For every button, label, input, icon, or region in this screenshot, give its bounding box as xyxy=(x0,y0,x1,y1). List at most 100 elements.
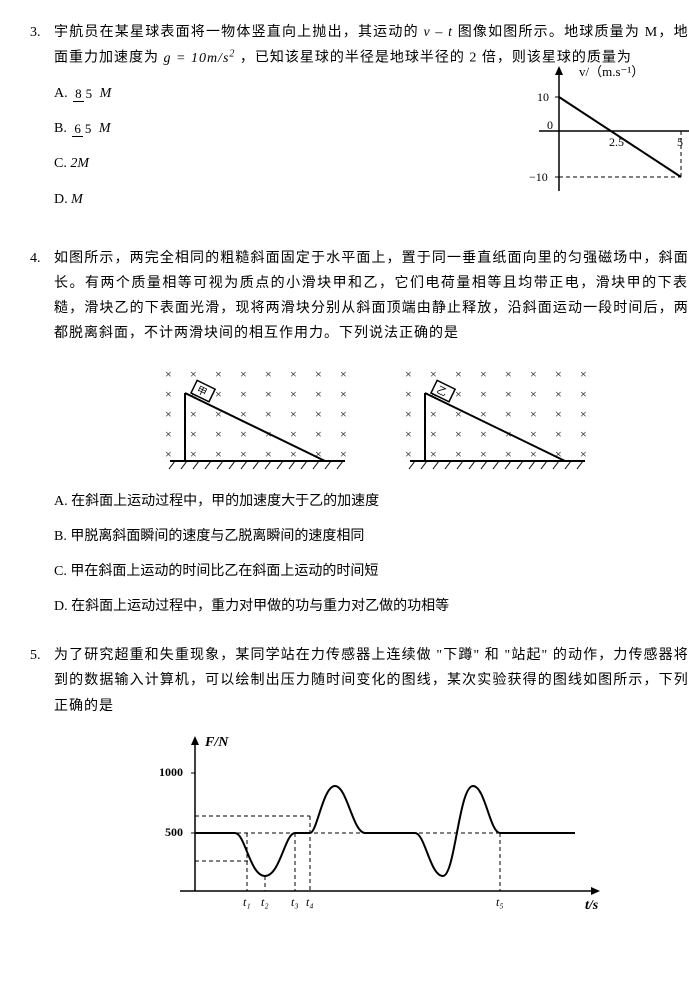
q3-g-eq: g = 10m/s2 xyxy=(164,51,236,66)
q4-options: A. 在斜面上运动过程中，甲的加速度大于乙的加速度 B. 甲脱离斜面瞬间的速度与… xyxy=(54,489,689,620)
svg-text:×: × xyxy=(340,447,347,461)
svg-text:×: × xyxy=(165,407,172,421)
question-3: 3. 宇航员在某星球表面将一物体竖直向上抛出，其运动的 v – t 图像如图所示… xyxy=(30,20,689,222)
q5-y1000: 1000 xyxy=(159,765,183,779)
q4-option-c: C. 甲在斜面上运动的时间比乙在斜面上运动的时间短 xyxy=(54,559,689,584)
q3-option-c: C. 2M xyxy=(54,151,519,176)
svg-text:×: × xyxy=(580,407,587,421)
svg-text:×: × xyxy=(405,407,412,421)
q5-t1: t₁ xyxy=(243,895,251,909)
q5-y500: 500 xyxy=(165,825,183,839)
q5-chart: F/N t/s 1000 500 t₁ t₂ t₃ t₄ t₅ xyxy=(30,731,689,921)
q5-text: 为了研究超重和失重现象，某同学站在力传感器上连续做 "下蹲" 和 "站起" 的动… xyxy=(54,643,689,719)
svg-text:×: × xyxy=(505,387,512,401)
svg-text:×: × xyxy=(265,367,272,381)
svg-text:×: × xyxy=(530,427,537,441)
svg-text:×: × xyxy=(580,447,587,461)
svg-text:×: × xyxy=(340,427,347,441)
svg-text:×: × xyxy=(190,407,197,421)
svg-text:×: × xyxy=(455,367,462,381)
svg-text:×: × xyxy=(505,407,512,421)
svg-text:×: × xyxy=(340,407,347,421)
svg-text:×: × xyxy=(265,387,272,401)
svg-text:×: × xyxy=(480,447,487,461)
q4-diagrams: × × × × × × × × × × × × × × × × × × × × × × × × × × × × × × × × × × × ×… xyxy=(30,363,689,473)
question-4: 4. 如图所示，两完全相同的粗糙斜面固定于水平面上，置于同一垂直纸面向里的匀强磁… xyxy=(30,246,689,620)
svg-text:×: × xyxy=(240,427,247,441)
q5-header: 5. 为了研究超重和失重现象，某同学站在力传感器上连续做 "下蹲" 和 "站起"… xyxy=(30,643,689,719)
q5-t3: t₃ xyxy=(291,895,299,909)
svg-text:×: × xyxy=(315,427,322,441)
q5-number: 5. xyxy=(30,643,54,719)
svg-text:×: × xyxy=(580,427,587,441)
svg-text:×: × xyxy=(215,387,222,401)
q3-y0: 0 xyxy=(547,118,553,132)
svg-text:×: × xyxy=(340,367,347,381)
svg-text:×: × xyxy=(190,427,197,441)
svg-text:×: × xyxy=(240,387,247,401)
q3-number: 3. xyxy=(30,20,54,71)
svg-text:×: × xyxy=(505,447,512,461)
q5-t2: t₂ xyxy=(261,895,269,909)
svg-text:×: × xyxy=(290,407,297,421)
svg-text:×: × xyxy=(455,427,462,441)
q5-t5: t₅ xyxy=(496,895,504,909)
q3-ylabel: v/（m.s⁻¹） xyxy=(579,64,644,79)
svg-text:×: × xyxy=(165,367,172,381)
svg-text:×: × xyxy=(240,407,247,421)
svg-text:×: × xyxy=(555,407,562,421)
svg-text:×: × xyxy=(215,447,222,461)
svg-text:×: × xyxy=(430,447,437,461)
svg-text:×: × xyxy=(480,407,487,421)
q3-vt-graph: v/（m.s⁻¹） t/s 10 0 −10 2.5 5 xyxy=(519,61,689,211)
svg-text:×: × xyxy=(290,427,297,441)
q3-option-b: B. 65 M xyxy=(54,116,519,141)
q4-diagram-right: ×××××××× ×××××××× ×××××××× ×××××××× ××××… xyxy=(395,363,595,473)
svg-text:×: × xyxy=(340,387,347,401)
q4-text: 如图所示，两完全相同的粗糙斜面固定于水平面上，置于同一垂直纸面向里的匀强磁场中，… xyxy=(54,246,689,347)
q4-header: 4. 如图所示，两完全相同的粗糙斜面固定于水平面上，置于同一垂直纸面向里的匀强磁… xyxy=(30,246,689,347)
svg-text:×: × xyxy=(265,447,272,461)
svg-text:×: × xyxy=(405,367,412,381)
q3-body: A. 85 M B. 65 M C. 2M D. M xyxy=(30,71,689,222)
q3-options: A. 85 M B. 65 M C. 2M D. M xyxy=(54,71,519,222)
svg-text:×: × xyxy=(555,427,562,441)
q3-x5: 5 xyxy=(677,135,683,149)
q4-number: 4. xyxy=(30,246,54,347)
fraction-b: 65 xyxy=(72,117,93,140)
q3-text-p1: 宇航员在某星球表面将一物体竖直向上抛出，其运动的 xyxy=(54,25,419,40)
svg-text:×: × xyxy=(165,387,172,401)
svg-text:×: × xyxy=(315,407,322,421)
svg-text:×: × xyxy=(290,447,297,461)
svg-text:×: × xyxy=(530,407,537,421)
svg-text:×: × xyxy=(555,367,562,381)
q4-diagram-left: ×××××××× ×××××××× ×××××××× ×××××××× ××××… xyxy=(155,363,355,473)
svg-text:×: × xyxy=(555,387,562,401)
svg-text:×: × xyxy=(240,367,247,381)
q3-option-a: A. 85 M xyxy=(54,81,519,106)
svg-text:×: × xyxy=(480,367,487,381)
svg-text:×: × xyxy=(165,427,172,441)
svg-text:×: × xyxy=(480,387,487,401)
q3-chart: v/（m.s⁻¹） t/s 10 0 −10 2.5 5 xyxy=(519,61,689,222)
q4-option-d: D. 在斜面上运动过程中，重力对甲做的功与重力对乙做的功相等 xyxy=(54,594,689,619)
q3-option-d: D. M xyxy=(54,187,519,212)
question-5: 5. 为了研究超重和失重现象，某同学站在力传感器上连续做 "下蹲" 和 "站起"… xyxy=(30,643,689,921)
svg-text:×: × xyxy=(165,447,172,461)
q3-y10: 10 xyxy=(537,90,549,104)
svg-text:×: × xyxy=(455,447,462,461)
q5-ylabel: F/N xyxy=(204,735,229,750)
svg-text:×: × xyxy=(480,427,487,441)
q5-xlabel: t/s xyxy=(585,898,599,913)
q5-t4: t₄ xyxy=(306,895,314,909)
svg-text:×: × xyxy=(505,367,512,381)
svg-text:×: × xyxy=(215,427,222,441)
svg-text:×: × xyxy=(290,387,297,401)
svg-text:×: × xyxy=(530,387,537,401)
svg-text:×: × xyxy=(190,447,197,461)
svg-text:×: × xyxy=(240,447,247,461)
svg-text:×: × xyxy=(215,367,222,381)
svg-text:×: × xyxy=(290,367,297,381)
svg-text:×: × xyxy=(405,447,412,461)
svg-text:×: × xyxy=(405,387,412,401)
